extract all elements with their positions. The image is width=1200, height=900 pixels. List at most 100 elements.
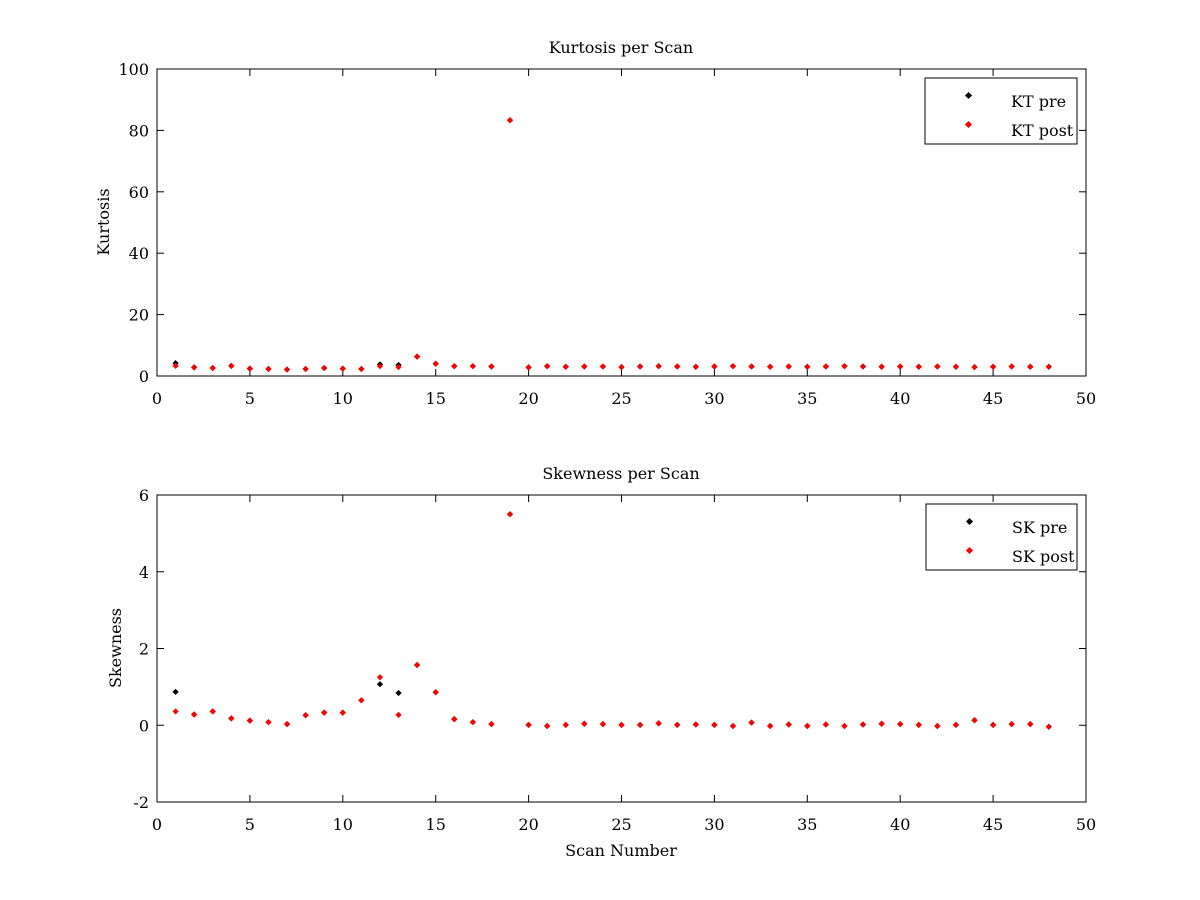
kurtosis-x-tick-label: 10 [333, 389, 353, 408]
skewness-point-post [358, 697, 365, 704]
skewness-point-post [618, 721, 625, 728]
skewness-point-post [488, 720, 495, 728]
kurtosis-legend-label-post: KT post [1011, 121, 1074, 140]
skewness-x-tick-label: 40 [890, 815, 910, 834]
kurtosis-x-tick-label: 35 [797, 389, 817, 408]
kurtosis-x-tick-label: 5 [245, 389, 255, 408]
skewness-point-post [934, 722, 941, 730]
kurtosis-plot-title: Kurtosis per Scan [549, 38, 693, 57]
kurtosis-point-post [376, 363, 384, 370]
kurtosis-point-post [432, 360, 439, 367]
skewness-y-tick-label: 0 [139, 716, 149, 735]
skewness-plot-title: Skewness per Scan [542, 464, 699, 483]
skewness-point-post [822, 721, 829, 728]
skewness-x-tick-label: 20 [518, 815, 538, 834]
skewness-legend-marker-pre [965, 517, 974, 526]
skewness-point-post [283, 720, 291, 728]
skewness-legend-marker-post [965, 546, 974, 555]
kurtosis-point-post [618, 363, 625, 371]
skewness-point-post [804, 722, 811, 730]
skewness-point-post [952, 721, 960, 728]
kurtosis-y-tick-label: 20 [129, 306, 149, 325]
skewness-point-post [562, 721, 569, 728]
kurtosis-x-tick-label: 40 [890, 389, 910, 408]
kurtosis-point-post [729, 363, 737, 370]
kurtosis-point-post [228, 362, 235, 369]
skewness-point-post [692, 721, 699, 728]
kurtosis-point-post [841, 363, 848, 370]
skewness-y-tick-label: -2 [133, 793, 149, 812]
kurtosis-ticks: 0 5 10 15 20 25 30 35 40 45 50 0 20 40 60 80 100 [118, 60, 1096, 408]
skewness-y-axis-label: Skewness [106, 608, 125, 688]
kurtosis-point-post [488, 363, 495, 370]
skewness-x-tick-label: 15 [426, 815, 446, 834]
skewness-legend: SK pre SK post [925, 503, 1078, 571]
skewness-point-post [1008, 720, 1015, 728]
skewness-y-tick-label: 2 [139, 640, 149, 659]
skewness-point-post [897, 720, 904, 728]
kurtosis-point-post [414, 353, 421, 360]
skewness-point-post [729, 722, 737, 730]
kurtosis-point-post [1027, 363, 1034, 370]
skewness-point-post [209, 708, 216, 715]
kurtosis-point-post [451, 363, 458, 370]
skewness-x-tick-label: 45 [983, 815, 1003, 834]
kurtosis-point-post [655, 363, 662, 370]
kurtosis-point-post [544, 363, 551, 370]
skewness-point-post [302, 712, 309, 719]
kurtosis-point-post [283, 366, 291, 373]
kurtosis-legend-marker-pre [964, 91, 973, 100]
skewness-x-tick-label: 10 [333, 815, 353, 834]
kurtosis-x-tick-label: 25 [611, 389, 631, 408]
kurtosis-point-post [339, 365, 346, 372]
skewness-point-post [1045, 723, 1052, 730]
skewness-point-post [581, 720, 588, 727]
kurtosis-point-post [209, 364, 216, 372]
kurtosis-point-post [971, 363, 978, 371]
kurtosis-point-post [395, 363, 402, 371]
kurtosis-x-tick-label: 30 [704, 389, 724, 408]
skewness-point-post [767, 722, 774, 730]
skewness-point-post [525, 721, 532, 728]
kurtosis-legend-label-pre: KT pre [1011, 92, 1066, 111]
kurtosis-x-tick-label: 50 [1076, 389, 1096, 408]
skewness-x-axis-label: Scan Number [565, 841, 677, 860]
kurtosis-legend-marker-post [964, 120, 973, 129]
kurtosis-point-post [1045, 363, 1052, 370]
skewness-legend-label-post: SK post [1012, 547, 1075, 566]
skewness-y-tick-label: 6 [139, 486, 149, 505]
kurtosis-point-post [321, 364, 328, 372]
kurtosis-y-tick-label: 80 [129, 121, 149, 140]
skewness-point-post [989, 721, 997, 728]
skewness-x-tick-label: 5 [245, 815, 255, 834]
skewness-point-post [506, 511, 514, 518]
kurtosis-legend-box [924, 77, 1078, 145]
skewness-point-post [265, 719, 272, 726]
kurtosis-points [172, 117, 1052, 373]
skewness-point-post [915, 721, 922, 728]
skewness-point-post [395, 711, 402, 718]
skewness-point-post [785, 721, 792, 728]
skewness-legend-label-pre: SK pre [1012, 518, 1067, 537]
skewness-point-post [748, 719, 755, 726]
kurtosis-y-tick-label: 0 [139, 367, 149, 386]
skewness-point-post [655, 720, 662, 727]
kurtosis-point-post [302, 365, 309, 373]
kurtosis-point-post [525, 364, 532, 371]
kurtosis-y-tick-label: 40 [129, 244, 149, 263]
kurtosis-x-tick-label: 0 [152, 389, 162, 408]
kurtosis-plot: Kurtosis per Scan Kurtosis 0 5 10 15 20 25 30 3… [94, 38, 1096, 408]
skewness-point-post [1027, 720, 1034, 728]
kurtosis-point-post [358, 365, 365, 373]
kurtosis-point-post [469, 363, 476, 370]
skewness-y-tick-label: 4 [139, 563, 149, 582]
skewness-point-post [321, 709, 328, 716]
skewness-point-post [599, 720, 607, 728]
kurtosis-x-tick-label: 20 [518, 389, 538, 408]
skewness-x-tick-label: 0 [152, 815, 162, 834]
skewness-point-post [711, 721, 718, 728]
kurtosis-y-tick-label: 60 [129, 183, 149, 202]
skewness-point-post [859, 721, 867, 728]
skewness-x-tick-label: 25 [611, 815, 631, 834]
